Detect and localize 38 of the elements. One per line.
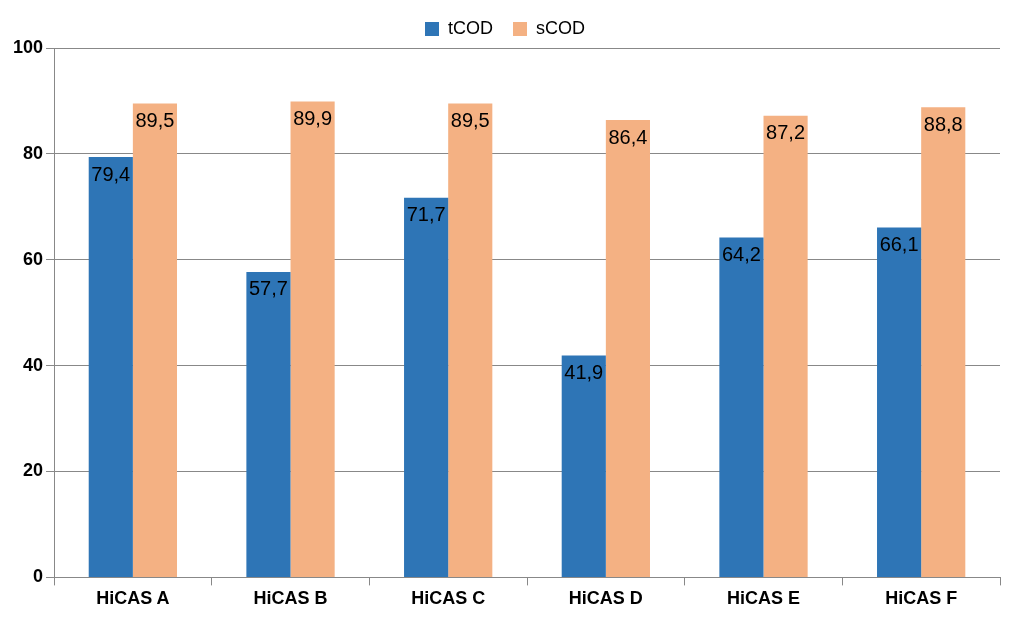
x-tick-label: HiCAS B [253, 588, 328, 609]
x-tick-label: HiCAS D [568, 588, 643, 609]
y-tick-label: 100 [12, 36, 44, 57]
y-tick-label: 20 [23, 460, 44, 481]
x-tick-label: HiCAS C [411, 588, 486, 609]
legend-label: tCOD [448, 17, 493, 38]
bar [246, 271, 291, 577]
bar [763, 115, 808, 577]
x-tick-label: HiCAS F [885, 588, 958, 609]
y-tick-label: 60 [23, 248, 44, 269]
y-tick-label: 0 [33, 566, 44, 587]
bar [448, 103, 493, 577]
data-label: 79,4 [91, 162, 131, 185]
data-label: 57,7 [248, 277, 288, 300]
legend-label: sCOD [536, 17, 585, 38]
data-label: 89,5 [450, 109, 490, 132]
data-label: 89,5 [135, 109, 175, 132]
bar [88, 157, 133, 577]
bar [290, 101, 335, 577]
data-label: 89,9 [293, 106, 333, 129]
bar [404, 197, 449, 577]
bar [921, 107, 966, 577]
data-label: 71,7 [406, 203, 446, 226]
bar [877, 227, 922, 577]
data-label: 87,2 [766, 121, 806, 144]
data-label: 41,9 [564, 361, 604, 384]
y-tick-label: 40 [23, 354, 44, 375]
bar [561, 355, 606, 577]
bar [605, 120, 650, 577]
x-tick-label: HiCAS A [96, 588, 170, 609]
data-label: 86,4 [608, 125, 648, 148]
data-label: 64,2 [721, 243, 761, 266]
x-tick-label: HiCAS E [727, 588, 801, 609]
bar [132, 103, 178, 577]
y-tick-label: 80 [23, 142, 44, 163]
data-label: 88,8 [923, 112, 963, 135]
bar [719, 237, 764, 577]
data-label: 66,1 [879, 232, 919, 255]
